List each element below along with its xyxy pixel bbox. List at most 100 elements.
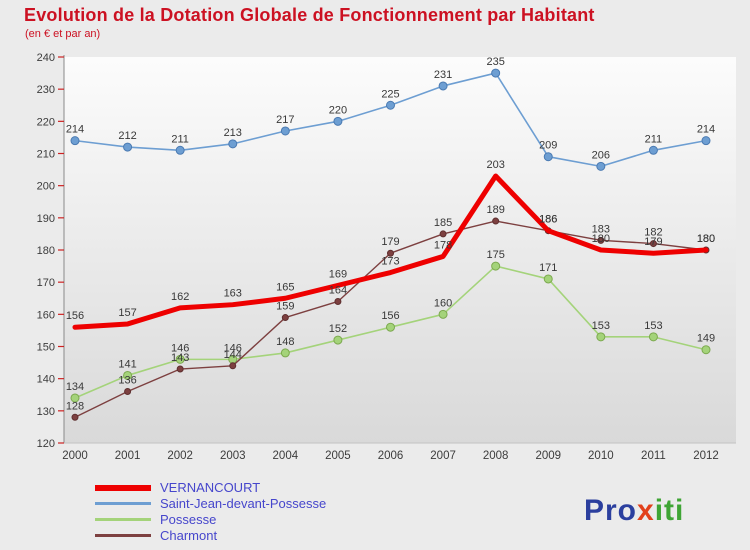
data-point-marker [124,388,132,396]
y-tick-label: 220 [37,116,55,128]
data-point-label: 209 [539,140,557,152]
data-point-label: 157 [118,307,136,319]
data-point-label: 217 [276,114,294,126]
data-point-marker [543,274,553,284]
data-point-marker [387,249,394,257]
data-point-label: 231 [434,69,452,81]
legend-label: VERNANCOURT [160,480,261,495]
data-point-marker [333,335,343,345]
data-point-label: 156 [381,310,399,322]
data-point-label: 225 [381,88,399,100]
data-point-label: 206 [592,149,610,161]
legend-label: Possesse [160,512,217,527]
data-point-label: 146 [171,342,189,354]
data-point-label: 144 [224,349,242,361]
data-point-marker [701,136,711,146]
legend-item-Saint-Jean-devant-Possesse: Saint-Jean-devant-Possesse [95,496,327,511]
data-point-marker [228,139,238,149]
data-point-label: 128 [66,400,84,412]
logo-part: x [637,494,655,527]
data-point-label: 179 [381,236,399,248]
data-point-label: 214 [697,124,715,136]
data-point-marker [648,332,658,342]
chart-subtitle: (en € et par an) [25,28,101,40]
data-point-marker [438,81,448,91]
data-point-label: 179 [644,236,662,248]
data-point-label: 212 [118,130,136,142]
data-point-label: 160 [434,297,452,309]
data-point-label: 180 [592,233,610,245]
legend-label: Charmont [160,528,218,543]
series-line-VERNANCOURT [72,173,709,330]
data-point-marker [71,413,79,421]
data-point-label: 141 [118,358,136,370]
data-point-label: 149 [697,333,715,345]
data-point-marker [649,240,657,248]
legend-swatch [95,484,151,491]
data-point-label: 213 [224,127,242,139]
data-point-label: 136 [118,375,136,387]
data-point-marker [334,297,342,305]
y-tick-label: 140 [37,374,55,386]
data-point-label: 203 [486,159,504,171]
x-tick-label: 2012 [693,450,719,462]
data-point-marker [386,100,395,110]
y-tick-label: 230 [37,84,55,96]
data-point-label: 171 [539,262,557,274]
legend-label: Saint-Jean-devant-Possesse [160,496,327,511]
data-point-label: 186 [539,214,557,226]
value-labels-group: 214 212 211 213 217 220 225 231 235 209 206 211 214 1… [66,56,715,412]
data-point-label: 148 [276,336,294,348]
legend-item-Charmont: Charmont [95,528,326,543]
x-tick-label: 2008 [483,450,509,462]
data-point-marker [123,370,133,380]
x-tick-label: 2009 [535,450,561,462]
data-point-marker [438,309,448,319]
y-tick-label: 210 [37,149,55,161]
data-point-label: 189 [486,204,504,216]
y-tick-label: 130 [37,406,55,418]
data-point-label: 220 [329,104,347,116]
data-point-label: 169 [329,268,347,280]
chart-title: Evolution de la Dotation Globale de Fonc… [24,5,595,25]
data-point-label: 186 [539,214,557,226]
data-point-marker [123,142,133,152]
data-point-label: 178 [434,239,452,251]
data-point-label: 211 [645,133,663,145]
data-point-marker [70,136,80,146]
data-point-label: 182 [644,227,662,239]
y-tick-label: 180 [37,245,55,257]
x-tick-label: 2005 [325,450,351,462]
data-point-marker [229,362,237,370]
data-point-label: 173 [381,256,399,268]
data-point-marker [175,145,185,155]
data-point-label: 211 [171,133,189,145]
x-tick-label: 2010 [588,450,614,462]
axes-group: 120 130 140 150 160 170 180 190 200 210 220 230 240 2… [37,52,736,462]
data-point-marker [175,354,185,364]
y-tick-label: 190 [37,213,55,225]
data-point-marker [281,314,289,322]
data-point-marker [491,261,501,271]
data-point-label: 159 [276,301,294,313]
data-point-marker [596,332,606,342]
data-point-marker [597,236,605,244]
y-tick-label: 150 [37,342,55,354]
logo-part: Pro [584,494,638,527]
legend-swatch [95,534,151,537]
data-point-label: 134 [66,381,84,393]
x-tick-label: 2011 [641,450,666,462]
data-point-label: 183 [592,223,610,235]
data-point-label: 156 [66,310,84,322]
y-tick-label: 160 [37,309,55,321]
x-tick-label: 2001 [115,450,141,462]
y-tick-label: 240 [37,52,55,64]
data-point-marker [492,217,500,225]
data-point-marker [176,365,184,373]
data-point-marker [280,348,290,358]
data-point-label: 153 [644,320,662,332]
data-point-marker [386,322,395,332]
data-point-marker [596,161,606,171]
data-point-label: 153 [592,320,610,332]
